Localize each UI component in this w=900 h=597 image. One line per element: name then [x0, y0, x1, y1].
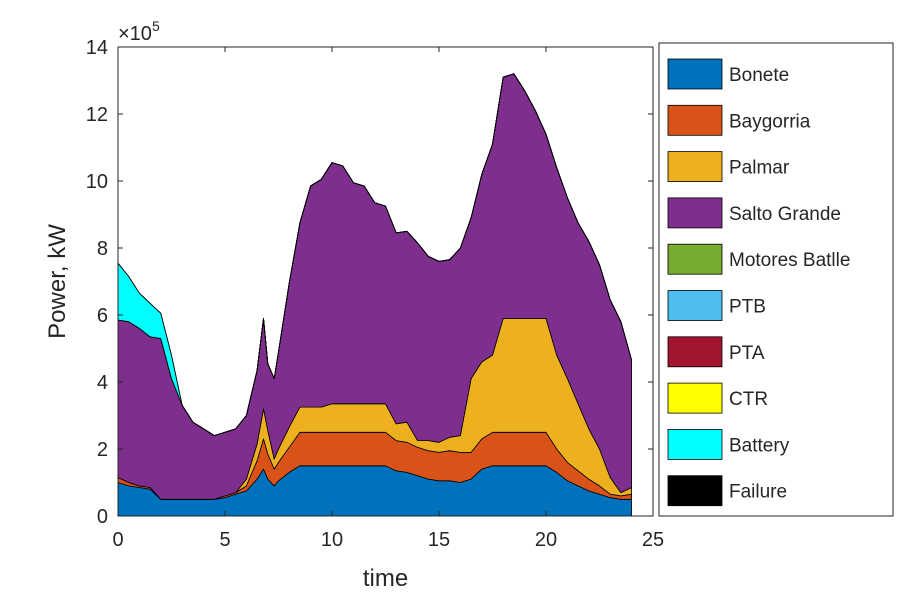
y-tick-label: 0	[97, 506, 108, 528]
y-axis-label: Power, kW	[44, 224, 71, 339]
x-tick-label: 0	[112, 529, 123, 551]
legend-label: Salto Grande	[729, 204, 841, 225]
y-tick-label: 2	[97, 439, 108, 461]
legend-swatch-ctr	[667, 382, 723, 414]
legend-swatch-pta	[667, 336, 723, 368]
y-tick-label: 4	[97, 372, 108, 394]
legend-swatch-failure	[667, 475, 723, 507]
legend-label: Palmar	[729, 158, 790, 179]
y-exponent-base: ×10	[118, 23, 152, 45]
legend-label: Motores Batlle	[729, 250, 850, 271]
x-axis-label: time	[363, 565, 408, 592]
x-tick-label: 25	[642, 529, 664, 551]
x-tick-label: 10	[321, 529, 343, 551]
x-axis-ticks: 0 5 10 15 20 25	[112, 47, 664, 551]
y-axis-ticks: 0 2 4 6 8 10 12 14	[86, 37, 653, 528]
y-tick-label: 6	[97, 305, 108, 327]
legend-label: Baygorria	[729, 111, 811, 132]
legend-label: Battery	[729, 435, 790, 456]
legend-items: Bonete Baygorria Palmar Salto Grande Motores…	[667, 58, 850, 507]
plot-frame	[117, 46, 654, 517]
x-tick-label: 15	[428, 529, 450, 551]
area-failure	[117, 73, 632, 436]
legend: Bonete Baygorria Palmar Salto Grande Motores…	[658, 42, 894, 517]
y-axis-exponent: ×105	[118, 18, 160, 45]
y-tick-label: 8	[97, 238, 108, 260]
x-tick-label: 5	[219, 529, 230, 551]
legend-swatch-bonete	[667, 58, 723, 90]
legend-swatch-baygorria	[667, 104, 723, 136]
legend-label: CTR	[729, 389, 768, 410]
y-tick-label: 14	[86, 37, 108, 59]
legend-swatch-motores-batlle	[667, 243, 723, 275]
legend-swatch-battery	[667, 428, 723, 460]
legend-label: Bonete	[729, 65, 789, 86]
plot-area	[117, 46, 654, 517]
legend-swatch-ptb	[667, 290, 723, 321]
legend-label: PTA	[729, 343, 765, 364]
y-tick-label: 12	[86, 104, 108, 126]
stacked-areas	[117, 73, 632, 517]
x-tick-label: 20	[535, 529, 557, 551]
y-tick-label: 10	[86, 171, 108, 193]
legend-label: PTB	[729, 297, 766, 318]
legend-swatch-palmar	[667, 151, 723, 183]
y-exponent-power: 5	[152, 18, 160, 34]
legend-label: Failure	[729, 482, 787, 503]
legend-swatch-salto-grande	[667, 197, 723, 229]
